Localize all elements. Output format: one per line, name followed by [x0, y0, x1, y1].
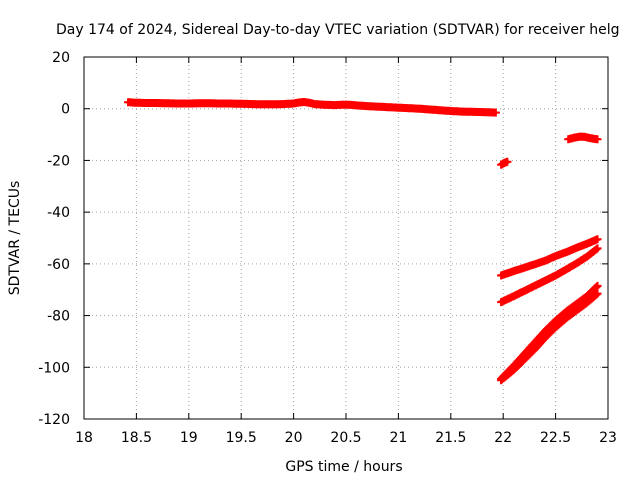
tick-layer: 18 18.5 19 19.5 20 20.5 21 21.5 22 22.5 23 -120 -100…: [38, 50, 617, 446]
y-tick-label: -40: [47, 205, 70, 221]
data-point: [593, 135, 602, 144]
y-tick-label: -20: [47, 153, 70, 169]
y-tick-label: -80: [47, 309, 70, 325]
y-tick-label: -120: [38, 412, 70, 428]
series-main-band: [124, 98, 500, 117]
x-tick-label: 23: [599, 430, 617, 446]
data-layer: [124, 98, 602, 385]
y-tick-label: 0: [61, 102, 70, 118]
series-line-b: [497, 244, 602, 307]
x-tick-label: 18.5: [121, 430, 152, 446]
data-point: [593, 244, 602, 253]
y-tick-label: -60: [47, 257, 70, 273]
x-axis-label: GPS time / hours: [285, 459, 402, 475]
chart-title: Day 174 of 2024, Sidereal Day-to-day VTE…: [56, 22, 619, 38]
x-tick-label: 22.5: [540, 430, 571, 446]
series-line-a: [497, 235, 602, 280]
x-tick-label: 22: [494, 430, 512, 446]
data-point: [592, 282, 601, 291]
x-tick-label: 20: [285, 430, 303, 446]
series-short-segment: [497, 157, 512, 169]
x-tick-label: 20.5: [330, 430, 361, 446]
series-top-right-segment: [564, 132, 602, 144]
x-tick-label: 19.5: [226, 430, 257, 446]
y-axis-label: SDTVAR / TECUs: [7, 181, 23, 296]
y-tick-label: 20: [52, 50, 70, 66]
data-point: [491, 108, 500, 117]
data-point: [593, 281, 602, 290]
y-tick-label: -100: [38, 360, 70, 376]
data-point: [593, 289, 602, 298]
x-tick-label: 21.5: [435, 430, 466, 446]
data-point: [592, 290, 601, 299]
x-tick-label: 19: [180, 430, 198, 446]
series-line-d: [497, 289, 602, 385]
x-tick-label: 18: [75, 430, 93, 446]
data-point: [593, 235, 602, 244]
x-tick-label: 21: [389, 430, 407, 446]
data-point: [503, 157, 512, 166]
